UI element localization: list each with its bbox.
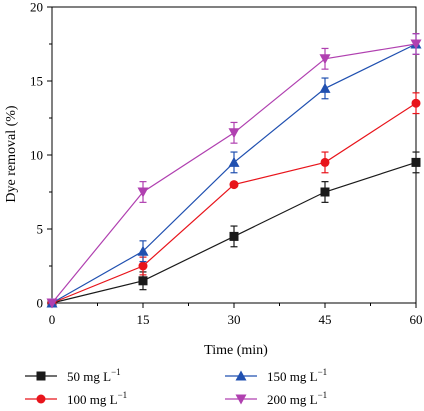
legend-label: 100 mg L−1 [67, 390, 127, 407]
data-point [320, 187, 330, 197]
series-1 [47, 151, 421, 308]
legend-label: 150 mg L−1 [267, 367, 327, 384]
data-point [229, 231, 239, 241]
data-point [320, 157, 330, 167]
data-point [410, 39, 422, 50]
data-point [137, 245, 149, 256]
data-point [228, 128, 240, 139]
legend-marker [235, 370, 247, 381]
legend-marker [36, 394, 46, 404]
y-tick-label: 15 [30, 74, 43, 89]
y-axis-title: Dye removal (%) [4, 105, 19, 203]
data-point [411, 157, 421, 167]
legend-entry-1: 50 mg L−1 [25, 367, 121, 384]
legend-marker [36, 371, 46, 381]
series-line [51, 43, 417, 304]
series-4 [46, 33, 422, 309]
series-2 [47, 92, 421, 308]
x-tick-label: 30 [228, 312, 241, 327]
legend-label: 50 mg L−1 [67, 367, 121, 384]
legend-unit-superscript: −1 [318, 367, 328, 377]
legend: 50 mg L−1 100 mg L−1 150 mg L−1 200 mg L−1 [25, 367, 327, 407]
data-point [137, 187, 149, 198]
series-3 [46, 33, 422, 308]
legend-unit-superscript: −1 [118, 390, 128, 400]
data-point [319, 82, 331, 93]
y-tick-label: 0 [37, 296, 44, 311]
y-tick-label: 5 [37, 222, 44, 237]
x-tick-label: 0 [49, 312, 56, 327]
y-tick-label: 20 [30, 0, 43, 15]
legend-label: 200 mg L−1 [267, 390, 327, 407]
y-tick-label: 10 [30, 148, 43, 163]
x-tick-label: 45 [319, 312, 332, 327]
legend-entry-2: 100 mg L−1 [25, 390, 127, 407]
x-axis-title: Time (min) [204, 343, 268, 358]
legend-unit-superscript: −1 [111, 367, 121, 377]
data-point [138, 261, 148, 271]
data-point [229, 180, 239, 190]
data-point [138, 276, 148, 286]
legend-unit-superscript: −1 [318, 390, 328, 400]
legend-marker [235, 394, 247, 405]
series-line [51, 43, 417, 304]
legend-entry-4: 200 mg L−1 [225, 390, 327, 407]
data-point [228, 156, 240, 167]
data-point [46, 298, 58, 309]
x-tick-label: 60 [410, 312, 423, 327]
data-point [411, 98, 421, 108]
legend-entry-3: 150 mg L−1 [225, 367, 327, 384]
data-point [319, 54, 331, 65]
x-tick-label: 15 [137, 312, 150, 327]
plot-area: 0 15 30 45 60 0 5 10 15 20 [30, 0, 423, 327]
